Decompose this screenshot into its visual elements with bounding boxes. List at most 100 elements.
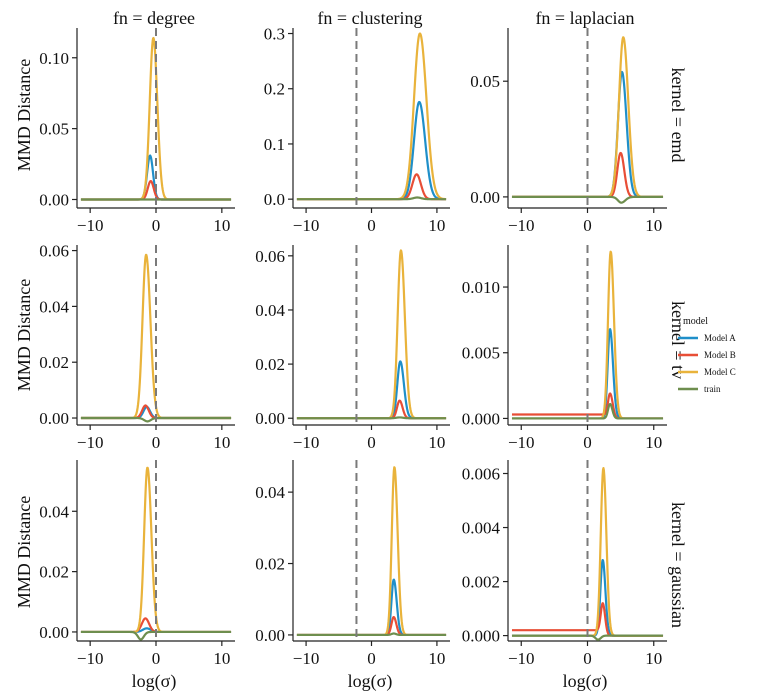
- x-tick-label: 10: [428, 649, 445, 668]
- series-line-model-a: [296, 578, 447, 637]
- x-tick-label: −10: [508, 433, 535, 452]
- x-axis-label-col-2: log(σ): [348, 671, 393, 692]
- legend-label-model-b: Model B: [704, 350, 736, 360]
- y-tick-label: 0.1: [264, 135, 285, 154]
- panel-grid: 0.000.050.10−10 0 100.00.10.20.3−10 0 100.00…: [39, 25, 667, 668]
- legend-title: model: [683, 316, 708, 327]
- y-tick-label: 0.06: [39, 242, 69, 261]
- legend-entry-model-c: Model C: [678, 367, 736, 377]
- x-tick-label: 10: [213, 433, 230, 452]
- panel-tv-degree: 0.00 0.02 0.04 0.06 −10 0 10: [39, 242, 235, 452]
- x-tick-label: 0: [367, 433, 376, 452]
- x-tick-label: 10: [213, 649, 230, 668]
- x-tick-label: −10: [508, 649, 535, 668]
- panel-tv-clustering: 0.00 0.02 0.04 0.06 −10 0 10: [255, 245, 450, 452]
- series-line-train: [511, 195, 664, 204]
- panel-gaussian-degree: 0.00 0.02 0.04 −10 0 10: [39, 460, 235, 668]
- legend-entry-model-a: Model A: [678, 333, 736, 343]
- y-axis-label-row-3: MMD Distance: [14, 496, 34, 608]
- x-tick-label: −10: [508, 216, 535, 235]
- y-tick-label: 0.04: [39, 297, 69, 316]
- y-axis-label-row-2: MMD Distance: [14, 279, 34, 391]
- y-tick-label: 0.00: [39, 190, 69, 209]
- y-tick-label: 0.04: [255, 301, 285, 320]
- y-tick-label: 0.02: [39, 353, 69, 372]
- legend-label-train: train: [704, 384, 721, 394]
- series-line-model-a: [296, 360, 447, 420]
- x-axis-label-col-3: log(σ): [563, 671, 608, 692]
- x-tick-label: 0: [367, 216, 376, 235]
- y-tick-label: 0.02: [255, 355, 285, 374]
- y-tick-label: 0.005: [462, 344, 500, 363]
- legend-entry-model-b: Model B: [678, 350, 736, 360]
- y-tick-label: 0.00: [255, 626, 285, 645]
- row-title-emd: kernel = emd: [668, 67, 688, 162]
- y-axis-label-row-1: MMD Distance: [14, 59, 34, 171]
- y-tick-label: 0.00: [255, 409, 285, 428]
- x-tick-label: 0: [152, 216, 161, 235]
- y-axis-labels: MMD Distance MMD Distance MMD Distance: [14, 59, 34, 608]
- y-tick-label: 0.06: [255, 247, 285, 266]
- x-tick-label: 0: [583, 433, 592, 452]
- x-tick-label: 0: [583, 216, 592, 235]
- column-title-degree: fn = degree: [113, 8, 195, 28]
- y-tick-label: 0.02: [39, 563, 69, 582]
- x-axis-labels: log(σ) log(σ) log(σ): [132, 671, 608, 692]
- panel-gaussian-clustering: 0.00 0.02 0.04 −10 0 10: [255, 460, 450, 668]
- legend-label-model-a: Model A: [704, 333, 736, 343]
- series-line-model-b: [296, 399, 447, 420]
- y-tick-label: 0.02: [255, 555, 285, 574]
- series-line-model-b: [296, 173, 447, 201]
- y-tick-label: 0.00: [470, 188, 500, 207]
- x-tick-label: −10: [77, 433, 104, 452]
- series-line-train: [296, 632, 447, 637]
- y-tick-label: 0.10: [39, 49, 69, 68]
- panel-tv-laplacian: 0.000 0.005 0.010 −10 0 10: [462, 245, 667, 452]
- y-tick-label: 0.05: [39, 120, 69, 139]
- row-title-gaussian: kernel = gaussian: [668, 502, 688, 628]
- legend: model Model A Model B Model C train: [678, 316, 736, 394]
- legend-label-model-c: Model C: [704, 367, 736, 377]
- series-line-model-c: [296, 32, 447, 201]
- panel-emd-laplacian: 0.00 0.05 −10 0 10: [470, 28, 667, 235]
- panel-emd-clustering: 0.0 0.1 0.2 0.3 −10 0 10: [264, 25, 450, 235]
- y-tick-label: 0.000: [462, 409, 500, 428]
- y-tick-label: 0.05: [470, 72, 500, 91]
- y-tick-label: 0.3: [264, 25, 285, 44]
- series-line-train: [296, 196, 447, 201]
- y-tick-label: 0.0: [264, 190, 285, 209]
- legend-entry-train: train: [678, 384, 721, 394]
- column-title-laplacian: fn = laplacian: [535, 8, 634, 28]
- y-tick-label: 0.002: [462, 573, 500, 592]
- x-tick-label: 0: [152, 649, 161, 668]
- x-tick-label: −10: [293, 216, 320, 235]
- row-titles: kernel = emd kernel = tv kernel = gaussi…: [668, 67, 688, 628]
- row-title-tv: kernel = tv: [668, 301, 688, 379]
- x-tick-label: 0: [152, 433, 161, 452]
- column-titles: fn = degree fn = clustering fn = laplaci…: [113, 8, 635, 28]
- x-tick-label: 10: [645, 216, 662, 235]
- y-tick-label: 0.010: [462, 278, 500, 297]
- y-tick-label: 0.2: [264, 80, 285, 99]
- y-tick-label: 0.004: [462, 519, 501, 538]
- x-tick-label: −10: [293, 433, 320, 452]
- x-tick-label: 10: [428, 433, 445, 452]
- x-tick-label: 10: [645, 433, 662, 452]
- y-tick-label: 0.006: [462, 465, 500, 484]
- x-tick-label: −10: [293, 649, 320, 668]
- y-tick-label: 0.00: [39, 623, 69, 642]
- x-tick-label: −10: [77, 216, 104, 235]
- series-line-train: [296, 416, 447, 420]
- x-tick-label: 0: [583, 649, 592, 668]
- x-tick-label: 10: [213, 216, 230, 235]
- series-line-model-a: [296, 100, 447, 201]
- series-line-model-b: [296, 615, 447, 637]
- y-tick-label: 0.000: [462, 627, 500, 646]
- panel-gaussian-laplacian: 0.000 0.002 0.004 0.006 −10 0 10: [462, 460, 667, 668]
- y-tick-label: 0.00: [39, 409, 69, 428]
- x-axis-label-col-1: log(σ): [132, 671, 177, 692]
- series-line-model-c: [296, 466, 447, 637]
- y-tick-label: 0.04: [39, 502, 69, 521]
- panel-emd-degree: 0.00 0.05 0.10 −10 0 10: [39, 28, 235, 235]
